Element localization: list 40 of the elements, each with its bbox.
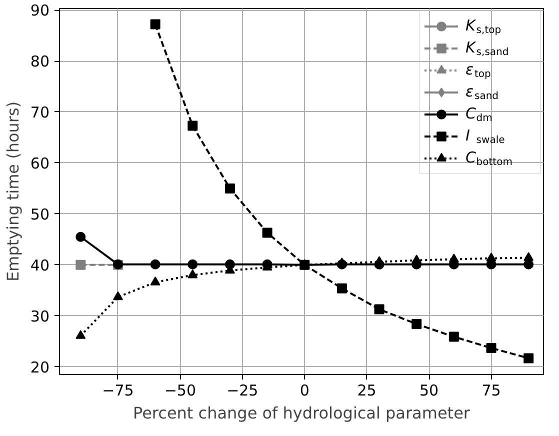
x-tick-label: −75: [102, 382, 134, 400]
y-tick-label: 70: [30, 103, 50, 122]
x-tick-label: 25: [357, 382, 376, 400]
point: [112, 291, 123, 300]
point: [150, 19, 160, 30]
x-tick-label: 50: [419, 382, 439, 400]
point: [448, 332, 459, 342]
point: [150, 276, 160, 286]
point: [374, 304, 384, 314]
point: [448, 254, 459, 262]
point: [524, 252, 534, 261]
y-tick-label: 50: [30, 205, 50, 224]
point: [150, 259, 160, 270]
x-tick-label: 0: [300, 382, 310, 400]
point: [412, 319, 422, 330]
point: [76, 260, 86, 270]
y-tick-label: 90: [30, 2, 50, 20]
y-axis-title: Emptying time (hours): [3, 101, 22, 282]
y-tick-label: 40: [30, 256, 50, 274]
point: [224, 183, 235, 194]
x-tick-label: 75: [482, 382, 501, 400]
point: [188, 269, 198, 278]
point: [188, 259, 198, 270]
x-tick-label: −50: [164, 382, 196, 400]
y-tick-label: 20: [30, 358, 50, 376]
point: [76, 232, 86, 242]
point: [336, 258, 347, 266]
y-tick-label: 80: [30, 52, 50, 71]
point: [412, 254, 422, 264]
point: [336, 283, 347, 294]
point: [188, 120, 198, 131]
x-axis-title: Percent change of hydrological parameter: [133, 404, 470, 422]
point: [76, 330, 86, 339]
y-tick-label: 30: [30, 307, 50, 326]
point: [486, 252, 496, 262]
x-tick-label: −25: [226, 382, 258, 400]
point: [524, 353, 534, 364]
y-tick-label: 60: [30, 154, 50, 172]
point: [486, 342, 496, 353]
point: [262, 228, 272, 238]
